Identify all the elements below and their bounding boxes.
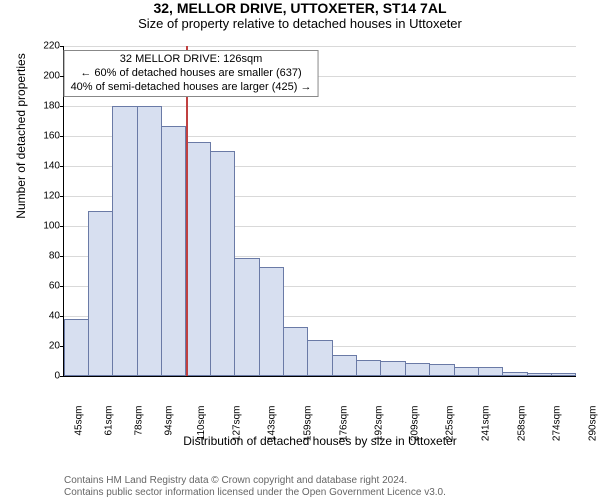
annotation-box: 32 MELLOR DRIVE: 126sqm ← 60% of detache…: [64, 50, 319, 97]
bar: [210, 151, 235, 376]
plot-area: 32 MELLOR DRIVE: 126sqm ← 60% of detache…: [64, 46, 576, 376]
x-tick-label: 94sqm: [164, 406, 175, 436]
x-ticks: 45sqm61sqm78sqm94sqm110sqm127sqm143sqm15…: [64, 376, 576, 411]
bar: [234, 258, 259, 377]
x-tick-label: 45sqm: [74, 406, 85, 436]
annotation-line-1: 32 MELLOR DRIVE: 126sqm: [71, 53, 312, 67]
bar: [185, 142, 210, 376]
y-tick-mark: [60, 286, 64, 287]
bar: [405, 363, 430, 377]
bar: [259, 267, 284, 377]
bar: [64, 319, 89, 376]
y-tick-mark: [60, 316, 64, 317]
y-tick-mark: [60, 256, 64, 257]
x-tick-label: 61sqm: [104, 406, 115, 436]
y-axis-label: Number of detached properties: [14, 0, 28, 301]
chart-subtitle: Size of property relative to detached ho…: [0, 16, 600, 31]
y-tick-mark: [60, 76, 64, 77]
footer-line-2: Contains public sector information licen…: [64, 487, 446, 498]
bar: [478, 367, 503, 376]
annotation-line-3: 40% of semi-detached houses are larger (…: [71, 81, 312, 95]
bar: [429, 364, 454, 376]
bar: [112, 106, 137, 376]
annotation-line-2: ← 60% of detached houses are smaller (63…: [71, 67, 312, 81]
y-tick-mark: [60, 166, 64, 167]
bar: [161, 126, 186, 377]
x-tick-label: 290sqm: [587, 406, 598, 442]
y-tick-mark: [60, 136, 64, 137]
bar: [88, 211, 113, 376]
bar: [283, 327, 308, 377]
y-tick-mark: [60, 106, 64, 107]
bar: [332, 355, 357, 376]
y-tick-mark: [60, 46, 64, 47]
y-tick-mark: [60, 226, 64, 227]
bar: [356, 360, 381, 377]
bar: [454, 367, 479, 376]
x-axis-label: Distribution of detached houses by size …: [64, 434, 576, 448]
chart-container: { "title": "32, MELLOR DRIVE, UTTOXETER,…: [0, 0, 600, 500]
y-tick-mark: [60, 346, 64, 347]
bar: [380, 361, 405, 376]
y-tick-mark: [60, 376, 64, 377]
footer-line-1: Contains HM Land Registry data © Crown c…: [64, 475, 407, 486]
page-title: 32, MELLOR DRIVE, UTTOXETER, ST14 7AL: [0, 0, 600, 16]
x-tick-label: 78sqm: [134, 406, 145, 436]
bar: [137, 106, 162, 376]
y-tick-mark: [60, 196, 64, 197]
bar: [307, 340, 332, 376]
